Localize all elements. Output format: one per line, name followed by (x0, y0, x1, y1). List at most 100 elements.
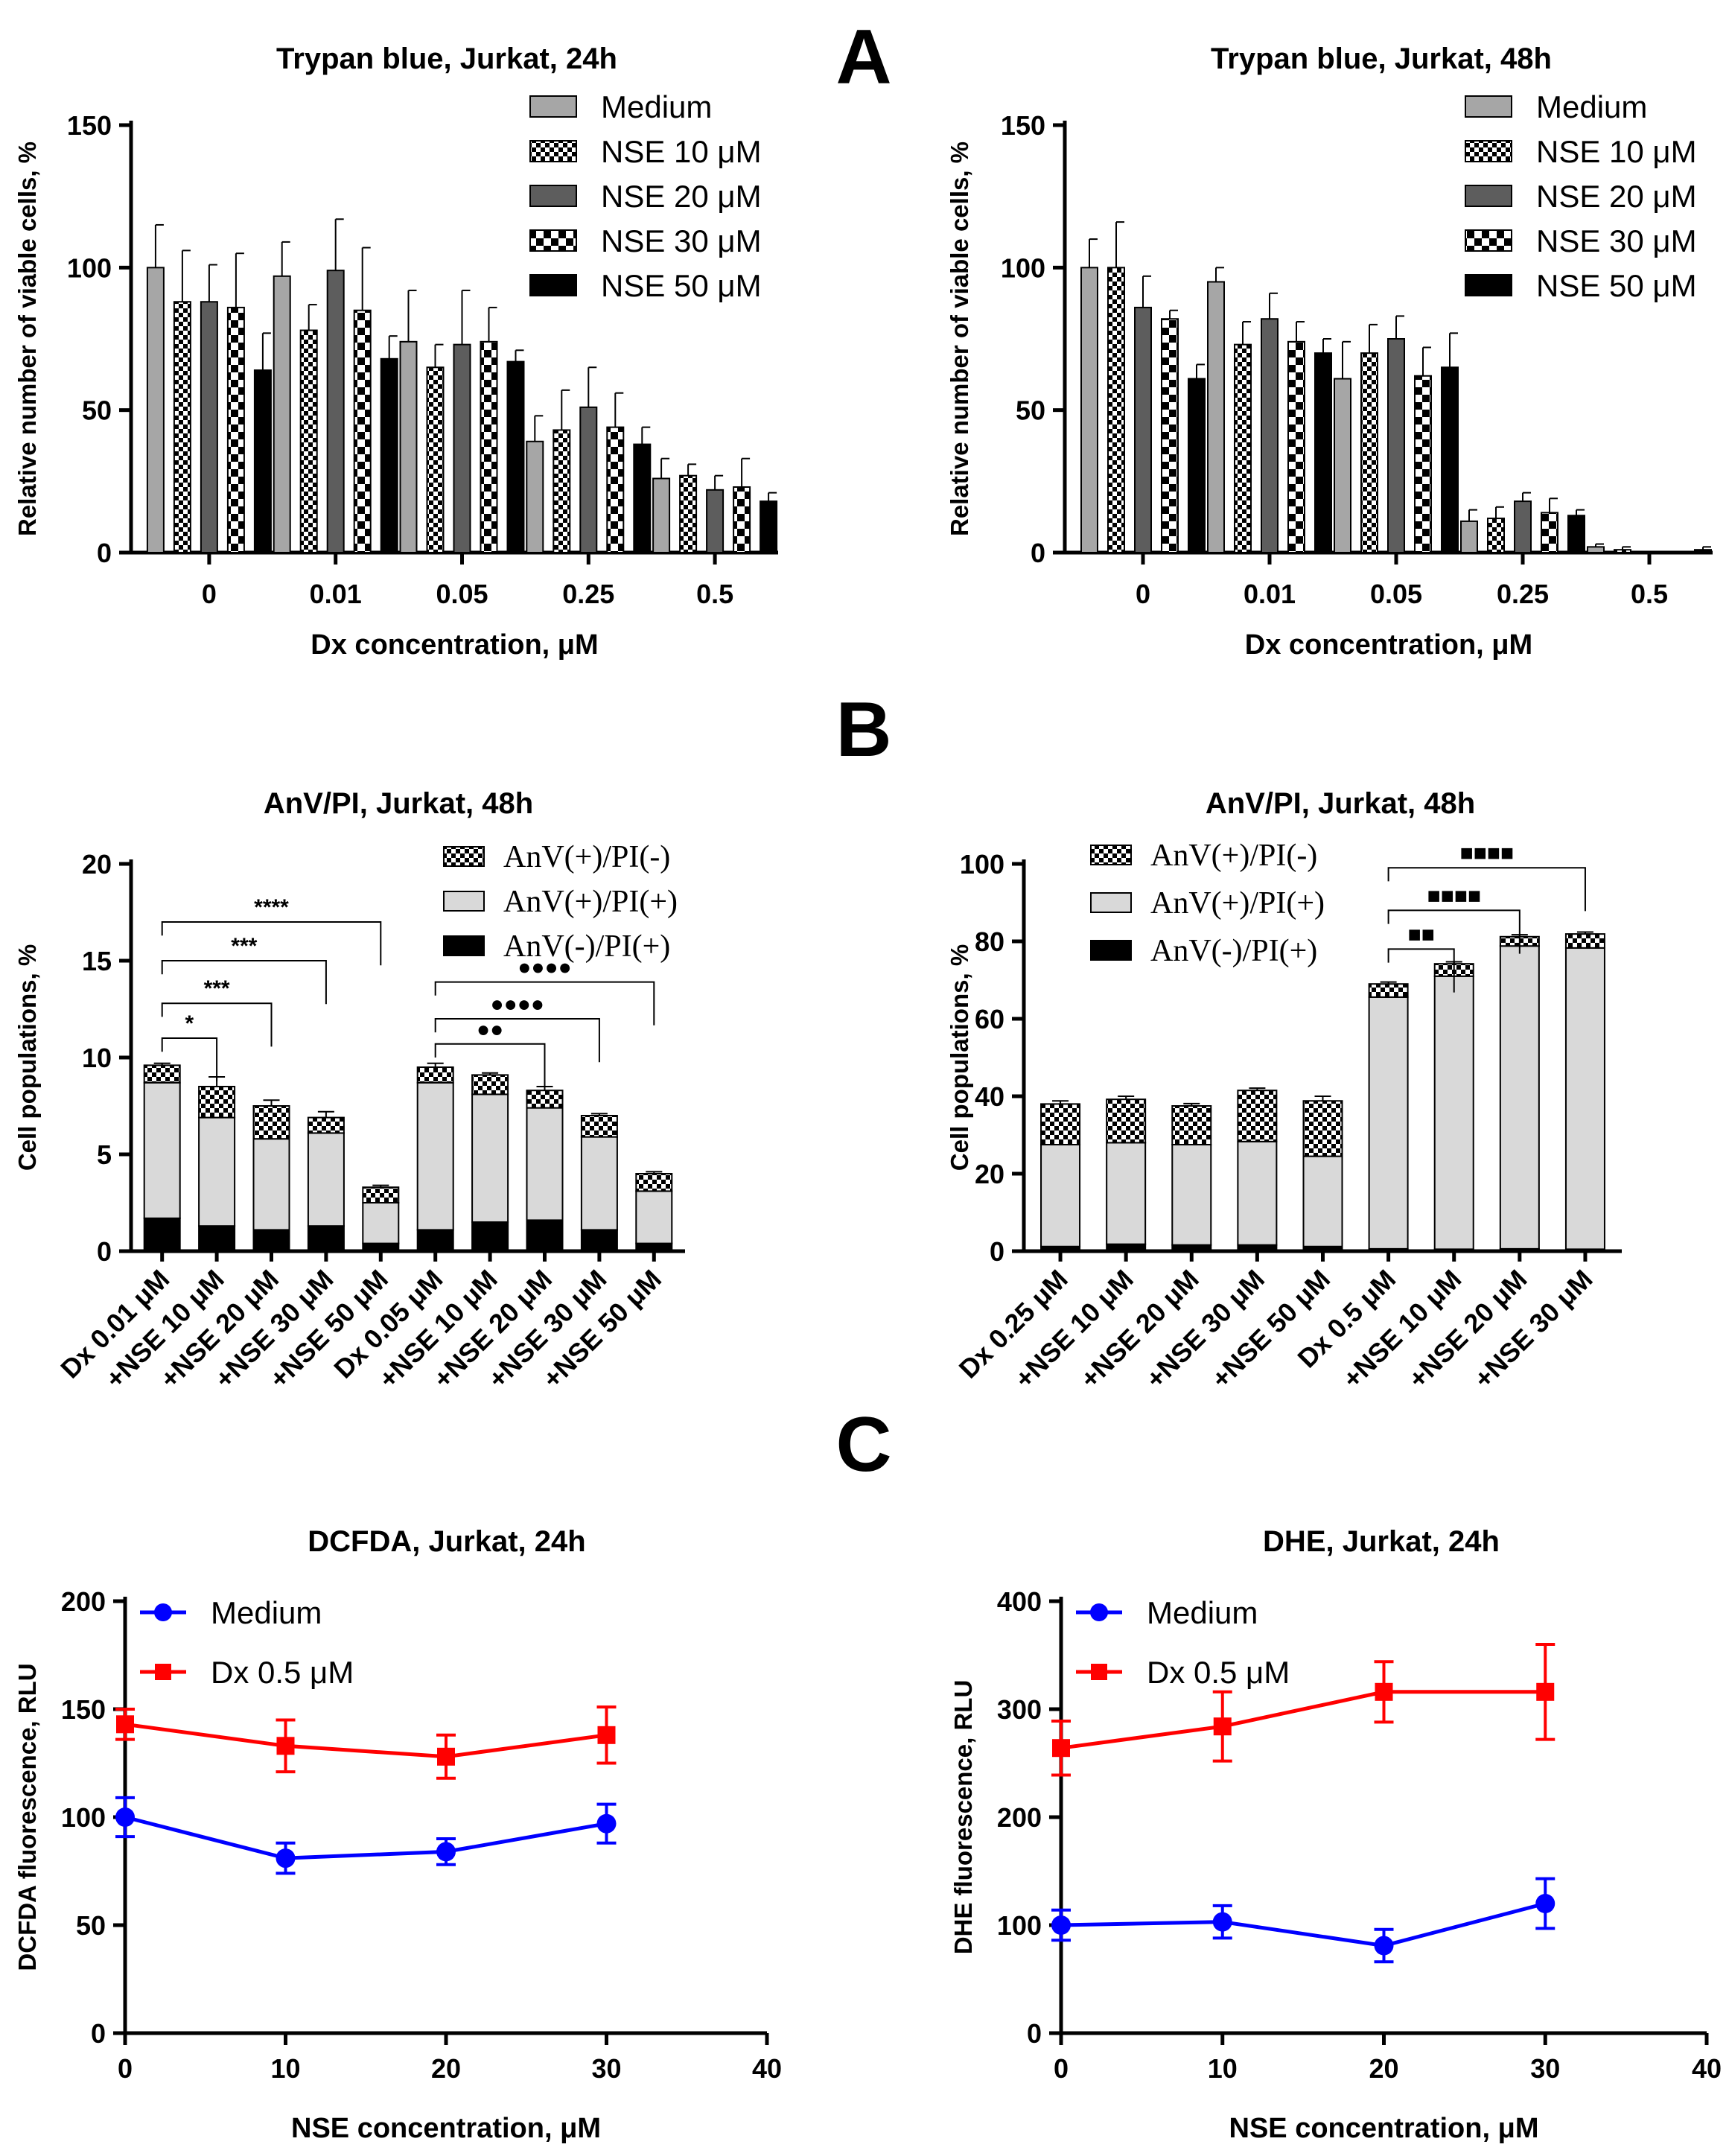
bar-segment-anv-pi (1040, 1144, 1081, 1247)
legend-label: NSE 30 μM (601, 223, 762, 258)
legend-label: AnV(+)/PI(+) (503, 885, 678, 919)
y-tick-label: 15 (82, 946, 112, 976)
bar-segment-anv-pi (1106, 1098, 1147, 1144)
y-tick-label: 100 (997, 1910, 1042, 1941)
bar-segment-anv-pi (1237, 1140, 1278, 1246)
x-tick-label: 20 (431, 2053, 461, 2084)
x-tick-label: 30 (1530, 2053, 1560, 2084)
bar-segment-anv-pi (1171, 1244, 1212, 1253)
data-point (1536, 1682, 1555, 1701)
bar-nse-20-m (200, 301, 218, 553)
significance-label: *** (231, 934, 257, 958)
bar-segment-anv-pi (307, 1116, 345, 1134)
bar-medium (146, 267, 165, 553)
y-tick-label: 100 (960, 849, 1004, 880)
bar-segment-anv-pi (143, 1081, 181, 1219)
x-tick-label: 0.25 (1497, 579, 1549, 609)
legend-label: AnV(+)/PI(+) (1150, 886, 1325, 920)
bar-segment-anv-pi (252, 1105, 290, 1140)
y-tick-label: 100 (1001, 252, 1045, 283)
bar-nse-30-m (353, 309, 372, 553)
chart-dhe: DHE, Jurkat, 24h DHE fluorescence, RLU NSE… (949, 1525, 1722, 2144)
y-tick-label: 10 (82, 1043, 112, 1073)
significance-label: ●● (477, 1017, 503, 1042)
legend-marker (155, 1664, 171, 1680)
legend-label: Medium (1147, 1595, 1258, 1630)
bar-nse-20-m (1134, 306, 1152, 553)
y-tick-label: 0 (1027, 2018, 1042, 2049)
y-tick-label: 400 (997, 1586, 1042, 1617)
y-axis-label: Cell populations, % (946, 944, 973, 1171)
legend-label: NSE 50 μM (1536, 268, 1697, 303)
bar-nse-50-m (760, 500, 778, 553)
legend-label: AnV(+)/PI(-) (1150, 839, 1317, 873)
significance-label: ■■■■ (1460, 841, 1514, 865)
bar-nse-20-m (326, 270, 345, 553)
legend-label: NSE 20 μM (601, 179, 762, 214)
x-tick-label: 0 (118, 2053, 133, 2084)
significance-bracket (1387, 867, 1586, 912)
bar-segment-anv-pi (416, 1229, 454, 1253)
y-tick-label: 60 (975, 1004, 1004, 1034)
bar-segment-anv-pi (635, 1242, 673, 1252)
bar-nse-30-m (226, 306, 245, 553)
bar-nse-50-m (1188, 378, 1206, 553)
bar-nse-50-m (633, 443, 652, 553)
y-tick-label: 50 (82, 395, 112, 426)
x-tick-label: 0.05 (436, 579, 488, 609)
bar-segment-anv-pi (1564, 933, 1605, 949)
bar-segment-anv-pi (362, 1202, 400, 1244)
bar-segment-anv-pi (471, 1221, 509, 1252)
bar-segment-anv-pi (1433, 975, 1474, 1250)
x-axis-label: Dx concentration, μM (1245, 629, 1532, 661)
bar-segment-anv-pi (526, 1090, 564, 1109)
x-tick-label: 10 (270, 2053, 300, 2084)
bar-segment-anv-pi (1040, 1103, 1081, 1146)
bar-medium (1587, 546, 1605, 554)
x-axis-label: NSE concentration, μM (291, 2113, 601, 2144)
bar-segment-anv-pi (1106, 1243, 1147, 1253)
bar-nse-10-m (553, 429, 571, 553)
legend-label: NSE 10 μM (601, 134, 762, 169)
bar-nse-20-m (1387, 338, 1405, 553)
x-tick-label: 30 (591, 2053, 621, 2084)
y-tick-label: 20 (975, 1159, 1004, 1189)
y-tick-label: 100 (61, 1802, 106, 1833)
legend-marker (1090, 1603, 1108, 1621)
y-axis-label: DHE fluorescence, RLU (949, 1680, 977, 1955)
chart-title: AnV/PI, Jurkat, 48h (1206, 787, 1475, 820)
data-point (1052, 1739, 1070, 1758)
data-point (276, 1737, 295, 1755)
significance-bracket (161, 960, 327, 1005)
significance-bracket (1387, 909, 1521, 954)
y-tick-label: 200 (997, 1802, 1042, 1833)
bar-nse-30-m (480, 340, 498, 553)
significance-bracket (161, 1037, 218, 1082)
bar-segment-anv-pi (198, 1116, 236, 1227)
legend-swatch (1465, 140, 1512, 162)
bar-segment-anv-pi (471, 1074, 509, 1096)
bar-segment-anv-pi (1368, 996, 1409, 1250)
bar-medium (399, 340, 418, 553)
significance-bracket (434, 981, 655, 1025)
y-tick-label: 40 (975, 1081, 1004, 1112)
x-tick-label: 0 (1136, 579, 1150, 609)
bar-nse-10-m (1487, 518, 1505, 554)
data-point (596, 1813, 617, 1834)
y-axis-label: DCFDA fluorescence, RLU (13, 1663, 41, 1971)
bar-segment-anv-pi (198, 1225, 236, 1252)
data-point (1212, 1912, 1232, 1932)
chart-anv-pi-right: AnV/PI, Jurkat, 48h Cell populations, % 0 2… (946, 787, 1622, 1394)
bar-segment-anv-pi (143, 1217, 181, 1253)
legend-swatch (529, 274, 577, 296)
legend-swatch (1465, 229, 1512, 252)
bar-segment-anv-pi (143, 1064, 181, 1084)
bar-segment-anv-pi (1368, 983, 1409, 998)
legend-label: Medium (211, 1595, 322, 1630)
bar-nse-10-m (1360, 352, 1378, 553)
bar-medium (526, 440, 544, 554)
legend-swatch (1465, 274, 1512, 296)
y-tick-label: 50 (1016, 395, 1045, 426)
bar-nse-20-m (579, 406, 598, 554)
panel-letter-a: A (835, 14, 891, 101)
